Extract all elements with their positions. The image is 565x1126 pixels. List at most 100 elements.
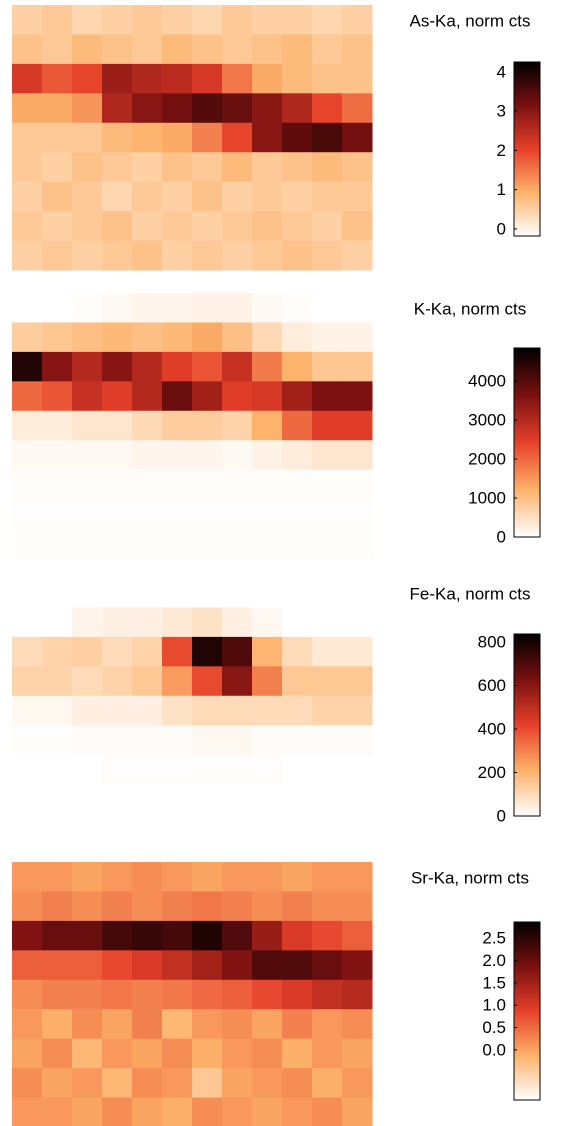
heatmap-cell	[72, 666, 103, 697]
heatmap-cell	[312, 528, 343, 559]
heatmap-cell	[312, 211, 343, 242]
heatmap-cell	[162, 1038, 193, 1069]
heatmap-cell	[252, 695, 283, 726]
heatmap-cell	[132, 920, 163, 951]
panel-title: Fe-Ka, norm cts	[410, 584, 531, 603]
heatmap-cell	[222, 499, 253, 530]
heatmap-cell	[132, 122, 163, 153]
heatmap-cell	[72, 211, 103, 242]
colorbar-tick-label: 400	[478, 720, 506, 739]
heatmap-cell	[342, 636, 373, 667]
heatmap-cell	[42, 891, 73, 922]
heatmap-cell	[42, 754, 73, 785]
colorbar-tick-label: 0	[497, 806, 506, 825]
heatmap-cell	[72, 293, 103, 323]
colorbar	[513, 921, 541, 1101]
heatmap-cell	[312, 469, 343, 500]
heatmap-cell	[282, 1038, 313, 1069]
heatmap-cell	[282, 240, 313, 271]
colorbar-tick-label: 0.0	[482, 1040, 506, 1059]
heatmap-cell	[72, 1038, 103, 1069]
heatmap-cell	[132, 950, 163, 981]
heatmap-cell	[162, 34, 193, 65]
heatmap-cell	[72, 5, 103, 35]
heatmap-cell	[42, 813, 73, 844]
heatmap-cell	[222, 122, 253, 153]
heatmap-cell	[192, 351, 223, 382]
heatmap-cell	[102, 607, 133, 638]
heatmap-cell	[192, 636, 223, 667]
heatmap-cell	[12, 34, 43, 65]
heatmap-cell	[102, 813, 133, 844]
heatmap-cell	[72, 725, 103, 756]
heatmap-cell	[252, 891, 283, 922]
heatmap-cell	[132, 862, 163, 892]
colorbar-tick-label: 1	[497, 180, 506, 199]
heatmap-cell	[12, 381, 43, 412]
heatmap-cell	[72, 63, 103, 94]
heatmap-cell	[312, 862, 343, 892]
heatmap-cell	[132, 607, 163, 638]
heatmap-cell	[252, 636, 283, 667]
heatmap-cell	[132, 410, 163, 441]
heatmap-cell	[132, 34, 163, 65]
heatmap-cell	[162, 122, 193, 153]
heatmap-cell	[342, 528, 373, 559]
colorbar-tick-label: 4	[497, 62, 506, 81]
colorbar-tick-label: 2	[497, 141, 506, 160]
heatmap-cell	[222, 891, 253, 922]
heatmap-cell	[192, 725, 223, 756]
heatmap-cell	[192, 34, 223, 65]
heatmap-cell	[342, 950, 373, 981]
heatmap-cell	[102, 1068, 133, 1099]
heatmap-cell	[192, 93, 223, 124]
heatmap-cell	[162, 813, 193, 844]
heatmap-cell	[72, 891, 103, 922]
heatmap-cell	[132, 754, 163, 785]
heatmap-cell	[342, 725, 373, 756]
heatmap-cell	[222, 920, 253, 951]
heatmap-cell	[222, 695, 253, 726]
heatmap-cell	[312, 725, 343, 756]
heatmap-cell	[252, 351, 283, 382]
heatmap-cell	[342, 351, 373, 382]
heatmap-cell	[102, 63, 133, 94]
heatmap-cell	[42, 293, 73, 323]
heatmap-cell	[252, 862, 283, 892]
heatmap-cell	[162, 636, 193, 667]
heatmap-cell	[12, 293, 43, 323]
heatmap-cell	[162, 152, 193, 183]
heatmap-cell	[12, 920, 43, 951]
heatmap-cell	[192, 1097, 223, 1126]
heatmap-cell	[162, 322, 193, 353]
heatmap-cell	[252, 469, 283, 500]
heatmap-cell	[42, 862, 73, 892]
heatmap-cell	[42, 636, 73, 667]
heatmap-cell	[102, 725, 133, 756]
heatmap-cell	[282, 293, 313, 323]
heatmap-cell	[12, 322, 43, 353]
heatmap-cell	[162, 862, 193, 892]
heatmap-cell	[282, 862, 313, 892]
heatmap-cell	[42, 784, 73, 815]
heatmap-cell	[102, 469, 133, 500]
heatmap-cell	[102, 440, 133, 471]
heatmap-cell	[42, 578, 73, 608]
heatmap-cell	[192, 528, 223, 559]
heatmap-cell	[12, 440, 43, 471]
heatmap-cell	[222, 636, 253, 667]
heatmap-cell	[102, 351, 133, 382]
heatmap-cell	[12, 695, 43, 726]
heatmap-cell	[192, 1038, 223, 1069]
heatmap-cell	[162, 950, 193, 981]
heatmap-cell	[102, 920, 133, 951]
heatmap-cell	[252, 440, 283, 471]
colorbar-tick-label: 3000	[468, 411, 506, 430]
heatmap-cell	[162, 5, 193, 35]
colorbar-tick-label: 2.0	[482, 951, 506, 970]
heatmap-cell	[102, 381, 133, 412]
heatmap-cell	[342, 862, 373, 892]
heatmap-cell	[312, 1097, 343, 1126]
heatmap-cell	[162, 979, 193, 1010]
heatmap-cell	[312, 293, 343, 323]
